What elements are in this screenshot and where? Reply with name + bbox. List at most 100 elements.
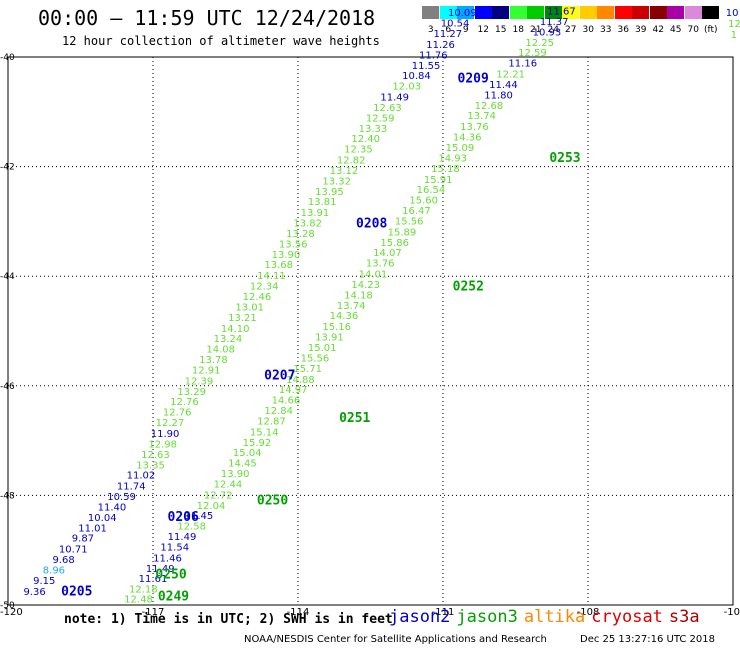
swh-point: 14.36 <box>330 311 359 322</box>
swh-point: 11.40 <box>98 502 127 513</box>
generated-timestamp: Dec 25 13:27:16 UTC 2018 <box>580 634 715 645</box>
swh-point: 11.74 <box>117 482 146 493</box>
swh-point: 12.18 <box>129 585 158 596</box>
swh-point: 11.49 <box>380 93 409 104</box>
legend-label: 70 <box>687 25 699 35</box>
swh-point: 12.76 <box>170 397 199 408</box>
swh-point: 15.60 <box>409 196 438 207</box>
legend-label: 39 <box>635 25 647 35</box>
swh-point: 8.96 <box>43 565 65 576</box>
legend-swatch <box>667 6 684 19</box>
map-frame <box>7 56 734 606</box>
legend-swatch <box>579 6 597 19</box>
swh-point: 14.97 <box>279 385 308 396</box>
swh-point: 11.90 <box>151 429 180 440</box>
legend-label: (ft) <box>703 25 718 35</box>
lat-lon-grid <box>8 57 733 605</box>
swh-point: 15.92 <box>243 438 272 449</box>
legend-label: 45 <box>670 25 682 35</box>
lat-label: -50 <box>0 601 15 611</box>
swh-point: 12.63 <box>373 103 402 114</box>
swh-point: 12.59 <box>518 48 547 59</box>
swh-point: 13.24 <box>214 334 243 345</box>
swh-point: 13.35 <box>136 460 165 471</box>
swh-point: 14.23 <box>351 280 380 291</box>
swh-point: 11.46 <box>153 553 182 564</box>
pass-label: 0250 <box>155 567 186 582</box>
legend-label: 33 <box>600 25 612 35</box>
swh-point: 13.81 <box>308 197 337 208</box>
pass-label: 0251 <box>339 411 370 426</box>
swh-point: 12.39 <box>185 376 214 387</box>
swh-point: 12.68 <box>475 101 504 112</box>
swh-point: 11.54 <box>160 542 189 553</box>
swh-point: 12.76 <box>163 408 192 419</box>
pass-label: 0208 <box>356 217 387 232</box>
swh-point: 11.67 <box>547 7 576 18</box>
swh-point: 13.01 <box>235 302 264 313</box>
swh-point: 10.84 <box>402 71 431 82</box>
pass-label: 0209 <box>458 71 489 86</box>
satellite-jason2: jason2 <box>389 607 451 627</box>
swh-point: 15.18 <box>431 164 460 175</box>
swh-point: 11.44 <box>489 80 518 91</box>
swh-point: 13.76 <box>366 259 395 270</box>
swh-point: 12.27 <box>156 418 185 429</box>
legend-swatch <box>544 6 562 19</box>
swh-point: 10.04 <box>88 513 117 524</box>
swh-point: 9.15 <box>33 576 55 587</box>
legend-swatch <box>474 6 492 19</box>
swh-point: 11.01 <box>78 523 107 534</box>
legend-label: 27 <box>565 25 577 35</box>
footer-note: note: 1) Time is in UTC; 2) SWH is in fe… <box>64 612 393 627</box>
swh-point: 15.09 <box>446 143 475 154</box>
swh-point: 9.36 <box>23 587 45 598</box>
swh-point: 11.02 <box>127 471 156 482</box>
pass-label: 0253 <box>549 151 580 166</box>
swh-point: 14.10 <box>221 324 250 335</box>
swh-point: 14.93 <box>438 153 467 164</box>
lat-label: -44 <box>0 272 15 282</box>
swh-point: 10.71 <box>59 545 88 556</box>
swh-point: 12.59 <box>366 113 395 124</box>
legend-swatch <box>509 6 527 19</box>
legend-swatch <box>649 6 667 19</box>
swh-point: 16.54 <box>417 185 446 196</box>
swh-point: 12.87 <box>257 416 286 427</box>
swh-point: 10.59 <box>107 492 136 503</box>
swh-point: 13.56 <box>279 239 308 250</box>
swh-point: 9.87 <box>72 534 94 545</box>
legend-label: 36 <box>617 25 629 35</box>
lon-label: -120 <box>0 607 23 618</box>
legend-label: 18 <box>512 25 524 35</box>
legend-swatch <box>527 6 544 19</box>
legend-label: 9 <box>462 25 469 35</box>
pass-label: 0249 <box>158 589 189 604</box>
lat-label: -46 <box>0 382 15 392</box>
swh-point: 11.16 <box>508 59 537 70</box>
legend-swatch <box>597 6 614 19</box>
swh-point: 11.61 <box>139 574 168 585</box>
satellite-legend: jason2 jason3 altika cryosat s3a <box>389 607 706 627</box>
swh-point: 11.80 <box>484 90 513 101</box>
satellite-jason3: jason3 <box>456 607 518 627</box>
pass-label: 0205 <box>61 584 92 599</box>
swh-point: 13.78 <box>199 355 228 366</box>
lat-label: -48 <box>0 491 15 501</box>
swh-point: 15.04 <box>233 448 262 459</box>
swh-point: 15.56 <box>301 353 330 364</box>
swh-point: 12.25 <box>525 38 554 49</box>
swh-point: 11.37 <box>540 17 569 28</box>
lon-label: -108 <box>577 607 600 618</box>
legend-label: 21 <box>530 25 542 35</box>
swh-point: 13.82 <box>293 219 322 230</box>
swh-point: 12.34 <box>250 282 279 293</box>
swh-point: 12.44 <box>214 479 243 490</box>
satellite-s3a: s3a <box>668 607 700 627</box>
lat-label: -40 <box>0 53 15 63</box>
legend-swatch <box>632 6 649 19</box>
edge-fragment: 1 <box>731 30 737 41</box>
swh-point: 14.07 <box>373 248 402 259</box>
swh-point: 15.56 <box>395 216 424 227</box>
